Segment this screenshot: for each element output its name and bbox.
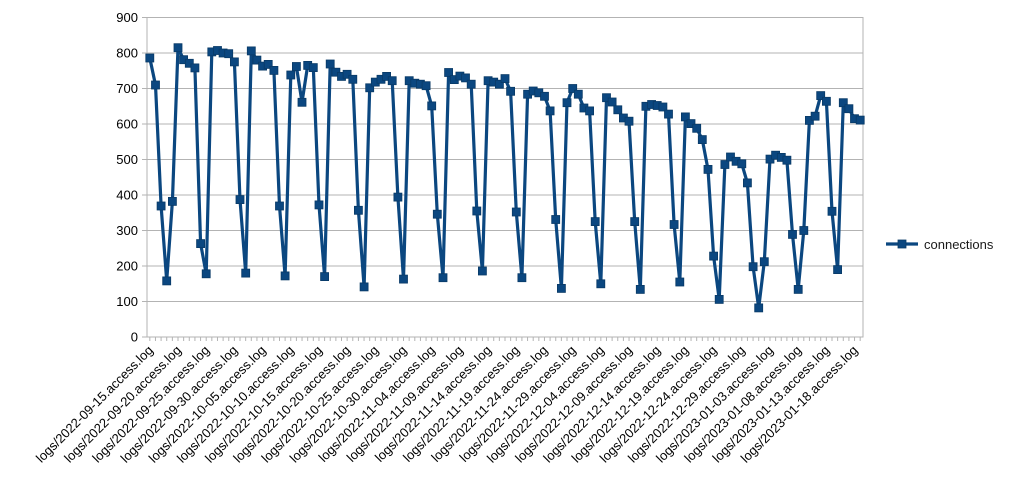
- legend-label: connections: [924, 236, 994, 252]
- svg-text:800: 800: [116, 46, 138, 61]
- svg-text:400: 400: [116, 188, 138, 203]
- svg-text:300: 300: [116, 223, 138, 238]
- svg-text:0: 0: [131, 330, 138, 345]
- svg-text:900: 900: [116, 10, 138, 25]
- svg-text:500: 500: [116, 152, 138, 167]
- y-axis-labels: 0 100 200 300 400 500 600 700 800 900: [116, 10, 138, 345]
- x-axis-ticks: [149, 337, 861, 341]
- y-axis-ticks: [142, 17, 147, 338]
- svg-text:200: 200: [116, 259, 138, 274]
- legend: connections: [886, 235, 993, 253]
- x-axis-labels: logs/2022-09-15.access.loglogs/2022-09-2…: [33, 343, 861, 466]
- svg-text:600: 600: [116, 117, 138, 132]
- svg-text:700: 700: [116, 81, 138, 96]
- series-markers: [145, 43, 865, 313]
- series-key-icon: [886, 239, 918, 249]
- svg-text:100: 100: [116, 294, 138, 309]
